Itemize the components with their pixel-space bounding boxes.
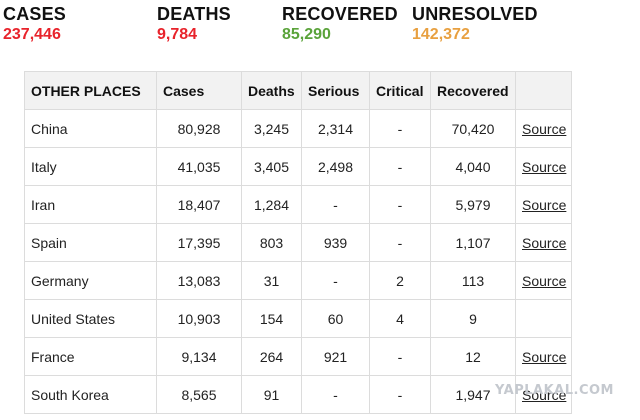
places-table-container[interactable]: OTHER PLACES Cases Deaths Serious Critic… xyxy=(24,71,572,420)
cell-serious: - xyxy=(301,185,370,224)
cell-deaths: 154 xyxy=(241,299,302,338)
cell-place: Italy xyxy=(24,147,157,186)
cell-cases: 41,035 xyxy=(156,147,242,186)
table-row: Spain 17,395 803 939 - 1,107 Source xyxy=(24,223,572,262)
stat-unresolved: UNRESOLVED 142,372 xyxy=(412,3,538,45)
cell-serious: - xyxy=(301,375,370,414)
cell-place: Germany xyxy=(24,261,157,300)
header-serious: Serious xyxy=(301,71,370,110)
cell-cases: 9,134 xyxy=(156,337,242,376)
stat-recovered-label: RECOVERED xyxy=(282,4,398,24)
source-link[interactable]: Source xyxy=(522,120,567,137)
cell-cases: 13,083 xyxy=(156,261,242,300)
cell-place: South Korea xyxy=(24,375,157,414)
stat-cases: CASES 237,446 xyxy=(3,3,66,45)
stat-cases-label: CASES xyxy=(3,4,67,24)
source-link[interactable]: Source xyxy=(522,386,567,403)
cell-recovered: 5,979 xyxy=(430,185,516,224)
source-link[interactable]: Source xyxy=(522,196,567,213)
cell-source: Source xyxy=(515,223,572,262)
stat-recovered-value: 85,290 xyxy=(282,26,331,43)
cell-critical: 4 xyxy=(369,299,431,338)
header-cases: Cases xyxy=(156,71,242,110)
cell-deaths: 91 xyxy=(241,375,302,414)
cell-source: Source xyxy=(515,109,572,148)
cell-critical: 2 xyxy=(369,261,431,300)
cell-place: Iran xyxy=(24,185,157,224)
cell-place: United States xyxy=(24,299,157,338)
places-table: OTHER PLACES Cases Deaths Serious Critic… xyxy=(24,71,572,414)
table-row: China 80,928 3,245 2,314 - 70,420 Source xyxy=(24,109,572,148)
header-deaths: Deaths xyxy=(241,71,302,110)
cell-deaths: 3,405 xyxy=(241,147,302,186)
stat-unresolved-label: UNRESOLVED xyxy=(412,4,538,24)
cell-source xyxy=(515,299,572,338)
cell-deaths: 3,245 xyxy=(241,109,302,148)
table-row: France 9,134 264 921 - 12 Source xyxy=(24,337,572,376)
cell-serious: 2,314 xyxy=(301,109,370,148)
cell-recovered: 70,420 xyxy=(430,109,516,148)
cell-cases: 8,565 xyxy=(156,375,242,414)
source-link[interactable]: Source xyxy=(522,158,567,175)
table-body: China 80,928 3,245 2,314 - 70,420 Source… xyxy=(24,109,572,414)
cell-cases: 10,903 xyxy=(156,299,242,338)
table-header-row: OTHER PLACES Cases Deaths Serious Critic… xyxy=(24,71,572,110)
cell-critical: - xyxy=(369,147,431,186)
cell-deaths: 1,284 xyxy=(241,185,302,224)
cell-recovered: 113 xyxy=(430,261,516,300)
header-source xyxy=(515,71,572,110)
stat-deaths-label: DEATHS xyxy=(157,4,231,24)
cell-recovered: 1,107 xyxy=(430,223,516,262)
stat-unresolved-value: 142,372 xyxy=(412,26,470,43)
cell-critical: - xyxy=(369,375,431,414)
cell-deaths: 264 xyxy=(241,337,302,376)
cell-source: Source xyxy=(515,147,572,186)
cell-serious: 939 xyxy=(301,223,370,262)
stat-deaths-value: 9,784 xyxy=(157,26,198,43)
cell-recovered: 1,947 xyxy=(430,375,516,414)
stat-deaths: DEATHS 9,784 xyxy=(157,3,231,45)
stat-cases-value: 237,446 xyxy=(3,26,61,43)
cell-critical: - xyxy=(369,337,431,376)
table-row: Germany 13,083 31 - 2 113 Source xyxy=(24,261,572,300)
site-watermark: YAPLAKAL.COM xyxy=(495,383,614,398)
header-recovered: Recovered xyxy=(430,71,516,110)
header-critical: Critical xyxy=(369,71,431,110)
cell-critical: - xyxy=(369,185,431,224)
summary-stats: CASES 237,446 DEATHS 9,784 RECOVERED 85,… xyxy=(0,3,640,53)
cell-critical: - xyxy=(369,109,431,148)
cell-cases: 18,407 xyxy=(156,185,242,224)
table-row: Iran 18,407 1,284 - - 5,979 Source xyxy=(24,185,572,224)
cell-recovered: 9 xyxy=(430,299,516,338)
table-row: Italy 41,035 3,405 2,498 - 4,040 Source xyxy=(24,147,572,186)
cell-cases: 80,928 xyxy=(156,109,242,148)
cell-place: China xyxy=(24,109,157,148)
cell-place: Spain xyxy=(24,223,157,262)
source-link[interactable]: Source xyxy=(522,348,567,365)
cell-recovered: 12 xyxy=(430,337,516,376)
table-row: South Korea 8,565 91 - - 1,947 Source xyxy=(24,375,572,414)
cell-deaths: 31 xyxy=(241,261,302,300)
cell-cases: 17,395 xyxy=(156,223,242,262)
cell-place: France xyxy=(24,337,157,376)
table-row: United States 10,903 154 60 4 9 xyxy=(24,299,572,338)
cell-recovered: 4,040 xyxy=(430,147,516,186)
cell-source: Source xyxy=(515,185,572,224)
cell-serious: 2,498 xyxy=(301,147,370,186)
cell-source: Source xyxy=(515,375,572,414)
source-link[interactable]: Source xyxy=(522,272,567,289)
cell-source: Source xyxy=(515,261,572,300)
cell-serious: 60 xyxy=(301,299,370,338)
cell-serious: - xyxy=(301,261,370,300)
cell-source: Source xyxy=(515,337,572,376)
stat-recovered: RECOVERED 85,290 xyxy=(282,3,398,45)
header-other-places: OTHER PLACES xyxy=(24,71,157,110)
cell-serious: 921 xyxy=(301,337,370,376)
source-link[interactable]: Source xyxy=(522,234,567,251)
cell-critical: - xyxy=(369,223,431,262)
cell-deaths: 803 xyxy=(241,223,302,262)
